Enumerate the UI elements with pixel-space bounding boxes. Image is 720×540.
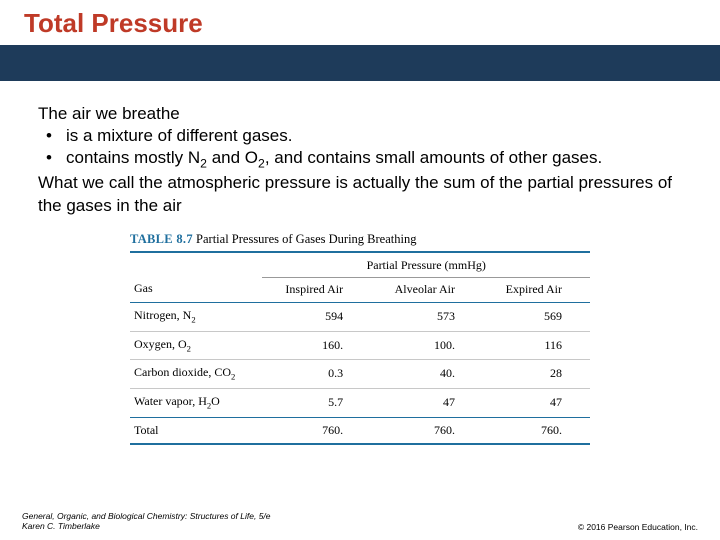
cell-value: 100. [371, 331, 483, 360]
th-group: Partial Pressure (mmHg) [262, 252, 590, 277]
table-row: Carbon dioxide, CO20.340.28 [130, 360, 590, 389]
footer-author: Karen C. Timberlake [22, 521, 271, 532]
th-alveolar: Alveolar Air [371, 277, 483, 303]
cell-gas: Nitrogen, N2 [130, 303, 262, 332]
cell-value: 40. [371, 360, 483, 389]
table-container: TABLE 8.7 Partial Pressures of Gases Dur… [130, 231, 590, 445]
title-banner [0, 45, 720, 81]
cell-gas: Oxygen, O2 [130, 331, 262, 360]
cell-gas: Total [130, 417, 262, 444]
cell-value: 760. [483, 417, 590, 444]
bullet-2-sub2: 2 [258, 157, 265, 171]
slide-title: Total Pressure [0, 0, 720, 45]
bullet-2: contains mostly N2 and O2, and contains … [38, 147, 682, 172]
footer: General, Organic, and Biological Chemist… [22, 511, 698, 532]
th-blank [130, 252, 262, 277]
table-row: Total760.760.760. [130, 417, 590, 444]
cell-value: 760. [371, 417, 483, 444]
bullet-2-sub1: 2 [200, 157, 207, 171]
cell-value: 28 [483, 360, 590, 389]
th-gas: Gas [130, 277, 262, 303]
body-content: The air we breathe is a mixture of diffe… [0, 81, 720, 455]
table-caption-text: Partial Pressures of Gases During Breath… [196, 232, 416, 246]
bullet-2-part3: , and contains small amounts of other ga… [265, 148, 602, 167]
bullet-2-part1: contains mostly N [66, 148, 200, 167]
bullet-1: is a mixture of different gases. [38, 125, 682, 147]
table-row: Water vapor, H2O5.74747 [130, 388, 590, 417]
cell-value: 594 [262, 303, 371, 332]
footer-copyright: © 2016 Pearson Education, Inc. [578, 522, 698, 532]
cell-value: 569 [483, 303, 590, 332]
table-row: Oxygen, O2160.100.116 [130, 331, 590, 360]
cell-value: 47 [483, 388, 590, 417]
table-caption: TABLE 8.7 Partial Pressures of Gases Dur… [130, 231, 590, 251]
footer-book: General, Organic, and Biological Chemist… [22, 511, 271, 522]
table-body: Nitrogen, N2594573569Oxygen, O2160.100.1… [130, 303, 590, 445]
table-row: Nitrogen, N2594573569 [130, 303, 590, 332]
intro-line: The air we breathe [38, 103, 682, 125]
pressure-table: Partial Pressure (mmHg) Gas Inspired Air… [130, 251, 590, 445]
cell-value: 160. [262, 331, 371, 360]
cell-value: 116 [483, 331, 590, 360]
cell-gas: Carbon dioxide, CO2 [130, 360, 262, 389]
th-inspired: Inspired Air [262, 277, 371, 303]
th-expired: Expired Air [483, 277, 590, 303]
cell-value: 47 [371, 388, 483, 417]
cell-value: 760. [262, 417, 371, 444]
outro-line: What we call the atmospheric pressure is… [38, 172, 682, 216]
table-label: TABLE 8.7 [130, 232, 193, 246]
cell-value: 5.7 [262, 388, 371, 417]
cell-value: 573 [371, 303, 483, 332]
cell-value: 0.3 [262, 360, 371, 389]
footer-left: General, Organic, and Biological Chemist… [22, 511, 271, 532]
bullet-2-part2: and O [207, 148, 258, 167]
cell-gas: Water vapor, H2O [130, 388, 262, 417]
